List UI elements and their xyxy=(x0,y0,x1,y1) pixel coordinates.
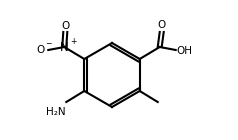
Text: H₂N: H₂N xyxy=(46,107,65,117)
Text: O: O xyxy=(158,20,166,30)
Text: O: O xyxy=(36,45,45,55)
Text: OH: OH xyxy=(177,46,193,56)
Text: +: + xyxy=(70,37,77,46)
Text: N: N xyxy=(60,40,69,53)
Text: O: O xyxy=(61,21,69,31)
Text: −: − xyxy=(45,39,52,48)
